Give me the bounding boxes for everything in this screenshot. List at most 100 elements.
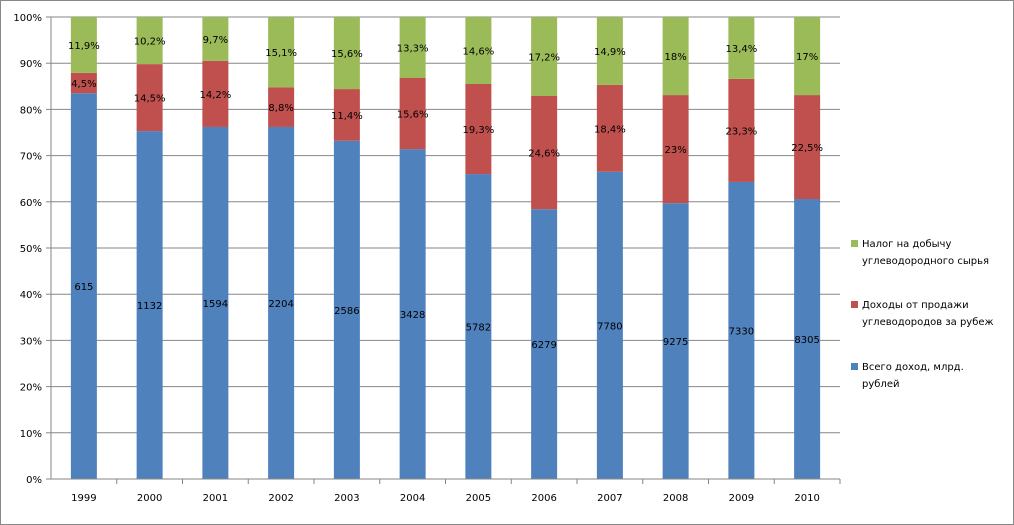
data-label: 14,9%	[594, 47, 626, 58]
bar-segment	[531, 209, 558, 479]
bar-segment	[202, 126, 229, 480]
bar-segment	[465, 17, 492, 84]
bar-segment	[70, 93, 97, 479]
data-label: 9,7%	[203, 35, 228, 46]
bar-segment	[202, 60, 229, 127]
bar-segment	[333, 17, 360, 90]
bar-segment	[596, 17, 623, 85]
data-label: 9275	[663, 337, 688, 348]
bar-segment	[794, 199, 821, 479]
y-tick-label: 60%	[20, 198, 42, 209]
data-label: 10,2%	[134, 37, 166, 48]
x-tick-label: 2008	[663, 493, 688, 504]
legend: Налог на добычу углеводородного сырья Дохо…	[851, 239, 994, 390]
data-label: 4,5%	[71, 79, 96, 90]
data-label: 2204	[268, 299, 293, 310]
legend-label: Налог на добычу	[862, 239, 951, 250]
data-label: 15,6%	[397, 110, 429, 121]
data-label: 24,6%	[528, 149, 560, 160]
bar-segment	[333, 89, 360, 141]
data-label: 615	[74, 282, 93, 293]
y-tick-label: 50%	[20, 244, 42, 255]
x-tick-label: 2001	[203, 493, 228, 504]
y-tick-label: 10%	[20, 429, 42, 440]
data-label: 13,4%	[725, 44, 757, 55]
data-label: 11,4%	[331, 111, 363, 122]
y-tick-label: 100%	[13, 13, 42, 24]
data-label: 13,3%	[397, 43, 429, 54]
legend-label: углеводородов за рубеж	[862, 317, 994, 328]
x-tick-label: 2003	[334, 493, 359, 504]
legend-label: Всего доход, млрд.	[862, 362, 964, 373]
axes: 0% 10% 20% 30% 40% 50% 60% 70% 80% 90% 100% 1999 200…	[13, 13, 841, 504]
legend-label: рублей	[862, 379, 899, 390]
x-tick-label: 2004	[400, 493, 425, 504]
bar-segment	[465, 83, 492, 175]
y-tick-label: 0%	[26, 475, 42, 486]
bar-segment	[531, 17, 558, 97]
y-tick-label: 80%	[20, 105, 42, 116]
bar-segment	[399, 17, 426, 78]
bar-segment	[399, 149, 426, 479]
data-label: 7780	[597, 321, 622, 332]
x-tick-label: 2010	[794, 493, 819, 504]
data-label: 23%	[665, 145, 687, 156]
bar-segment	[268, 87, 295, 127]
legend-swatch	[851, 363, 858, 370]
data-label: 8305	[794, 335, 819, 346]
bars	[70, 17, 821, 480]
data-label: 14,6%	[462, 46, 494, 57]
bar-segment	[728, 78, 755, 182]
legend-swatch	[851, 301, 858, 308]
y-tick-label: 70%	[20, 152, 42, 163]
data-label: 2586	[334, 306, 359, 317]
y-tick-label: 20%	[20, 383, 42, 394]
data-label: 3428	[400, 310, 425, 321]
bar-segment	[596, 84, 623, 172]
bar-segment	[531, 96, 558, 210]
data-label: 17,2%	[528, 53, 560, 64]
bar-segment	[662, 203, 689, 479]
bar-segment	[202, 17, 229, 61]
bar-segment	[794, 95, 821, 200]
x-tick-label: 2002	[268, 493, 293, 504]
x-tick-label: 2005	[466, 493, 491, 504]
data-label: 18,4%	[594, 124, 626, 135]
bar-segment	[794, 17, 821, 96]
data-label: 7330	[729, 326, 754, 337]
bar-segment	[662, 95, 689, 204]
data-label: 15,6%	[331, 49, 363, 60]
bar-segment	[465, 174, 492, 479]
y-tick-label: 30%	[20, 336, 42, 347]
legend-swatch	[851, 240, 858, 247]
data-label: 15,1%	[265, 48, 297, 59]
bar-segment	[70, 72, 97, 94]
data-label: 19,3%	[462, 125, 494, 136]
bar-segment	[728, 17, 755, 79]
legend-label: Доходы от продажи	[862, 300, 969, 311]
data-label: 11,9%	[68, 41, 100, 52]
bar-segment	[268, 17, 295, 88]
data-label: 14,2%	[199, 90, 231, 101]
x-tick-label: 2009	[729, 493, 754, 504]
data-label: 8,8%	[268, 103, 293, 114]
y-tick-label: 40%	[20, 290, 42, 301]
bar-segment	[333, 140, 360, 480]
x-tick-label: 2006	[531, 493, 556, 504]
bar-segment	[136, 64, 163, 132]
data-label: 6279	[531, 340, 556, 351]
bar-segment	[70, 17, 97, 73]
bar-segment	[596, 171, 623, 479]
data-labels: 615 4,5% 11,9% 1132 14,5% 10,2% 1594 14,2% 9,7% 2…	[68, 35, 823, 351]
data-label: 22,5%	[791, 143, 823, 154]
data-label: 5782	[466, 323, 491, 334]
data-label: 14,5%	[134, 94, 166, 105]
bar-segment	[728, 181, 755, 479]
y-tick-label: 90%	[20, 59, 42, 70]
data-label: 18%	[665, 52, 687, 63]
data-label: 1132	[137, 301, 162, 312]
bar-segment	[399, 77, 426, 150]
x-tick-label: 1999	[71, 493, 96, 504]
